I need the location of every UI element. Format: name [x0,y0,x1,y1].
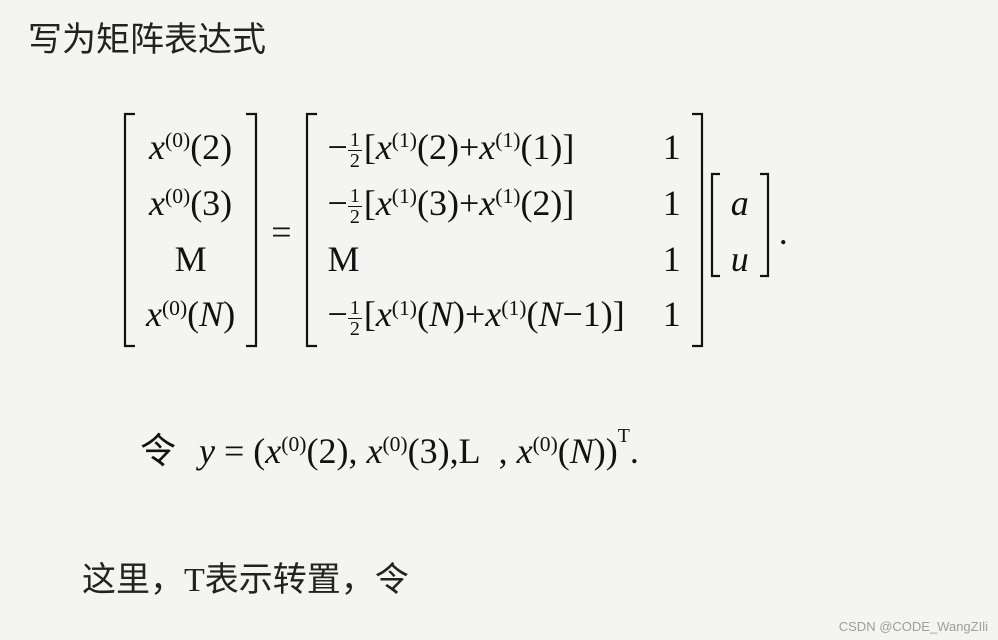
left-vector-row: x(0)(2) [146,120,235,176]
right-bracket-close-icon [757,170,773,280]
param-vector-row: u [731,232,749,288]
mid-bracket-close-icon [689,110,707,350]
left-bracket-open-icon [120,110,138,350]
param-vector: a u [707,170,773,294]
matrix-row: −12[x(1)(3)+x(1)(2)] [328,176,575,232]
matrix-row-right: 1 [663,120,681,176]
matrix-row: −12[x(1)(2)+x(1)(1)] [328,120,575,176]
footer-text: 这里，T表示转置，令 [82,552,409,601]
left-vector-row: x(0)(N) [146,287,235,343]
let-prefix: 令 [140,431,176,471]
mid-bracket-open-icon [302,110,320,350]
left-vector-row: x(0)(3) [146,176,235,232]
matrix-row-right: 1 [663,287,681,343]
equation-period: . [773,211,788,253]
watermark-text: CSDN @CODE_WangZIli [839,619,988,634]
left-bracket-close-icon [243,110,261,350]
right-bracket-open-icon [707,170,723,280]
let-expression: y = (x(0)(2), x(0)(3),L , x(0)(N))T. [199,431,639,471]
param-vector-row: a [731,176,749,232]
definition-line: 令 y = (x(0)(2), x(0)(3),L , x(0)(N))T. [140,422,639,474]
coefficient-matrix: −12[x(1)(2)+x(1)(1)] −12[x(1)(3)+x(1)(2)… [302,110,707,353]
matrix-row-right: 1 [663,232,681,288]
matrix-row-right: 1 [663,176,681,232]
heading-text: 写为矩阵表达式 [28,12,266,61]
equals-sign: = [261,211,301,253]
matrix-equation: x(0)(2) x(0)(3) M x(0)(N) = −12[x(1)(2)+… [120,110,788,353]
left-vector-vdots: M [146,232,235,288]
matrix-vdots: M [328,232,360,288]
left-vector: x(0)(2) x(0)(3) M x(0)(N) [120,110,261,353]
matrix-row: −12[x(1)(N)+x(1)(N−1)] [328,287,625,343]
